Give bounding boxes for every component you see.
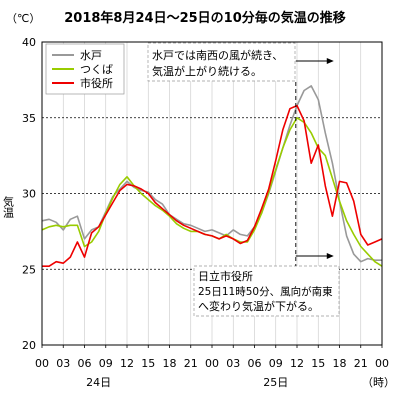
event-arrow-head <box>326 58 334 64</box>
day-label: 24日 <box>86 376 111 389</box>
x-tick-label: 12 <box>120 357 134 370</box>
x-tick-label: 18 <box>163 357 177 370</box>
annotation-hitachi-line-2: 25日11時50分、風向が南東 <box>198 285 333 298</box>
x-tick-label: 18 <box>333 357 347 370</box>
x-tick-label: 00 <box>205 357 219 370</box>
x-tick-layer: 00 03 06 09 12 15 18 21 00 03 06 09 12 15 18 21 00 <box>35 345 389 370</box>
legend-label-tsukuba: つくば <box>80 63 113 76</box>
y-tick-label: 20 <box>22 339 36 352</box>
event-arrow-head <box>326 253 334 259</box>
y-unit-label: （℃） <box>6 12 40 25</box>
annotation-mito-line-2: 気温が上がり続ける。 <box>152 64 262 78</box>
x-tick-label: 06 <box>78 357 92 370</box>
event-marker-layer <box>295 58 334 266</box>
y-tick-layer: 20 25 30 35 40 <box>22 36 36 352</box>
x-tick-label: 09 <box>99 357 113 370</box>
x-tick-label: 03 <box>56 357 70 370</box>
series-line-shiyakusho <box>42 104 383 267</box>
annotation-hitachi-box <box>193 265 340 317</box>
y-tick-label: 30 <box>22 188 36 201</box>
x-tick-label: 21 <box>354 357 368 370</box>
chart-title: 2018年8月24日～25日の10分毎の気温の推移 <box>64 10 346 26</box>
x-tick-label: 12 <box>290 357 304 370</box>
y-axis-label: 気温 <box>2 195 15 218</box>
annotation-hitachi-line-1: 日立市役所 <box>198 269 253 283</box>
annotation-hitachi: 日立市役所 25日11時50分、風向が南東 へ変わり気温が下がる。 <box>193 265 340 317</box>
x-axis-unit: （時） <box>362 376 395 389</box>
x-tick-label: 21 <box>184 357 198 370</box>
x-tick-label: 09 <box>269 357 283 370</box>
day-label: 25日 <box>263 376 288 389</box>
day-label-layer: 24日 25日 <box>86 376 288 389</box>
y-tick-label: 40 <box>22 36 36 49</box>
x-tick-label: 15 <box>141 357 155 370</box>
x-tick-label: 06 <box>248 357 262 370</box>
x-tick-label: 03 <box>226 357 240 370</box>
x-tick-label: 00 <box>375 357 389 370</box>
legend-label-shiyakusho: 市役所 <box>80 76 113 90</box>
y-tick-label: 35 <box>22 112 36 125</box>
annotation-hitachi-line-3: へ変わり気温が下がる。 <box>198 299 319 313</box>
x-tick-label: 15 <box>311 357 325 370</box>
legend-label-mito: 水戸 <box>80 49 102 62</box>
series-layer <box>41 85 383 267</box>
annotation-mito-line-1: 水戸では南西の風が続き、 <box>152 48 283 62</box>
x-tick-label: 00 <box>35 357 49 370</box>
legend: 水戸 つくば 市役所 <box>45 43 125 95</box>
annotation-mito: 水戸では南西の風が続き、 気温が上がり続ける。 <box>147 42 296 82</box>
annotation-mito-box <box>147 42 296 82</box>
y-tick-label: 25 <box>22 263 36 276</box>
